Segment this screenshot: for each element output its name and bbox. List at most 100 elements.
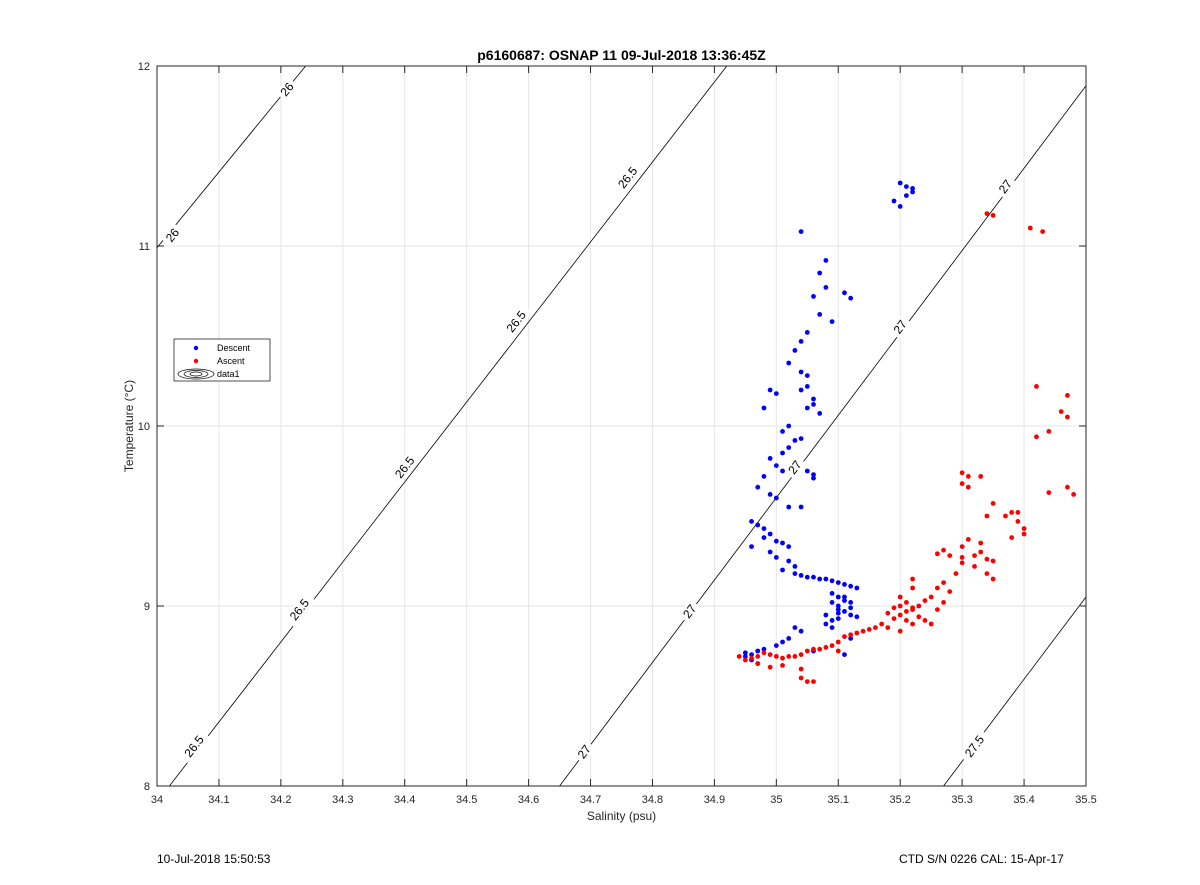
- ascent-point: [916, 614, 922, 620]
- descent-point: [835, 607, 841, 612]
- ascent-point: [891, 605, 897, 611]
- contour-label-bg: [283, 591, 316, 628]
- descent-point: [792, 438, 798, 443]
- ascent-point: [1040, 229, 1046, 235]
- contour-label: 26.5: [611, 159, 644, 196]
- ascent-point: [835, 648, 841, 654]
- descent-point: [773, 538, 779, 544]
- ascent-point: [897, 612, 903, 618]
- ascent-point: [1065, 393, 1070, 398]
- ascent-point: [742, 657, 748, 663]
- descent-point: [897, 204, 903, 209]
- ascent-point: [1027, 225, 1033, 231]
- ascent-point: [829, 643, 835, 648]
- descent-point: [903, 193, 909, 199]
- ascent-point: [786, 654, 792, 659]
- descent-point: [761, 646, 767, 652]
- x-tick-label: 35.2: [889, 794, 910, 806]
- descent-point: [910, 186, 915, 191]
- ascent-point: [736, 654, 742, 659]
- y-tick-label: 8: [144, 781, 150, 793]
- descent-point: [811, 472, 816, 477]
- ascent-point: [941, 600, 946, 605]
- descent-point: [829, 600, 835, 605]
- descent-point: [749, 652, 754, 657]
- descent-point: [829, 578, 835, 584]
- descent-point: [798, 628, 804, 634]
- descent-point: [792, 625, 798, 630]
- x-tick-label: 34.6: [518, 794, 539, 806]
- ascent-point: [897, 628, 903, 634]
- descent-point: [767, 492, 773, 497]
- descent-point: [910, 189, 915, 195]
- descent-point: [780, 429, 785, 434]
- descent-point: [804, 373, 810, 378]
- descent-point: [823, 258, 829, 263]
- ascent-point: [1065, 484, 1070, 490]
- descent-point: [835, 580, 841, 585]
- ascent-point: [1003, 513, 1008, 519]
- contour-icon: [177, 368, 215, 380]
- descent-point: [829, 618, 835, 623]
- descent-point: [761, 535, 767, 540]
- ascent-point: [835, 639, 841, 645]
- x-tick-label: 34.9: [704, 794, 725, 806]
- x-tick-label: 34.8: [642, 794, 663, 806]
- ascent-point: [1009, 535, 1015, 540]
- descent-point: [786, 544, 792, 549]
- ascent-point: [959, 544, 965, 549]
- descent-point: [767, 531, 773, 537]
- x-tick-label: 34: [151, 794, 163, 806]
- descent-point: [842, 290, 847, 296]
- ascent-point: [910, 605, 915, 611]
- x-tick-label: 34.5: [456, 794, 477, 806]
- descent-point: [817, 312, 823, 317]
- axis-ticks: 34 34.1 34.2 34.3 34.4 34.5 34.6 34.7 34.8 34.9 35…: [138, 61, 1097, 806]
- descent-point: [786, 445, 792, 450]
- ascent-point: [972, 553, 977, 558]
- ascent-point: [885, 625, 891, 630]
- ascent-point: [1021, 531, 1027, 537]
- descent-point: [842, 598, 847, 603]
- ascent-point: [1046, 429, 1052, 434]
- contour-label-bg: [388, 449, 421, 486]
- ascent-point: [767, 652, 773, 657]
- ascent-point: [773, 654, 779, 659]
- ascent-point: [959, 555, 965, 560]
- ascent-point: [978, 474, 984, 479]
- descent-point: [835, 603, 841, 609]
- ascent-point: [965, 484, 971, 490]
- ascent-point: [885, 610, 891, 616]
- descent-point: [897, 180, 903, 186]
- contour-label-bg: [178, 728, 211, 765]
- descent-point: [755, 648, 761, 654]
- ascent-point: [817, 646, 823, 652]
- ascent-point: [1065, 414, 1070, 420]
- ascent-point: [1071, 492, 1077, 497]
- ascent-point: [984, 211, 990, 217]
- ascent-point: [823, 645, 829, 650]
- ascent-point: [749, 655, 754, 661]
- ascent-point: [934, 551, 940, 557]
- y-tick-label: 10: [138, 421, 150, 433]
- ascent-point: [978, 540, 984, 546]
- ascent-point: [1046, 490, 1052, 495]
- x-tick-label: 34.7: [580, 794, 601, 806]
- footer-calibration: CTD S/N 0226 CAL: 15-Apr-17: [899, 852, 1064, 866]
- descent-point: [848, 605, 854, 611]
- descent-point: [835, 610, 841, 616]
- contour-label: 26: [275, 77, 299, 102]
- ascent-point: [965, 537, 971, 542]
- descent-point: [786, 558, 792, 564]
- contour-icon-ring: [189, 371, 203, 377]
- legend-marker-descent: [193, 345, 199, 351]
- descent-point: [761, 405, 767, 411]
- contour-label-bg: [888, 314, 912, 340]
- footer-timestamp: 10-Jul-2018 15:50:53: [157, 852, 271, 866]
- descent-point: [848, 600, 854, 605]
- descent-point: [767, 456, 773, 461]
- descent-point: [749, 544, 754, 549]
- y-tick-label: 12: [138, 61, 150, 73]
- ascent-point: [891, 616, 897, 621]
